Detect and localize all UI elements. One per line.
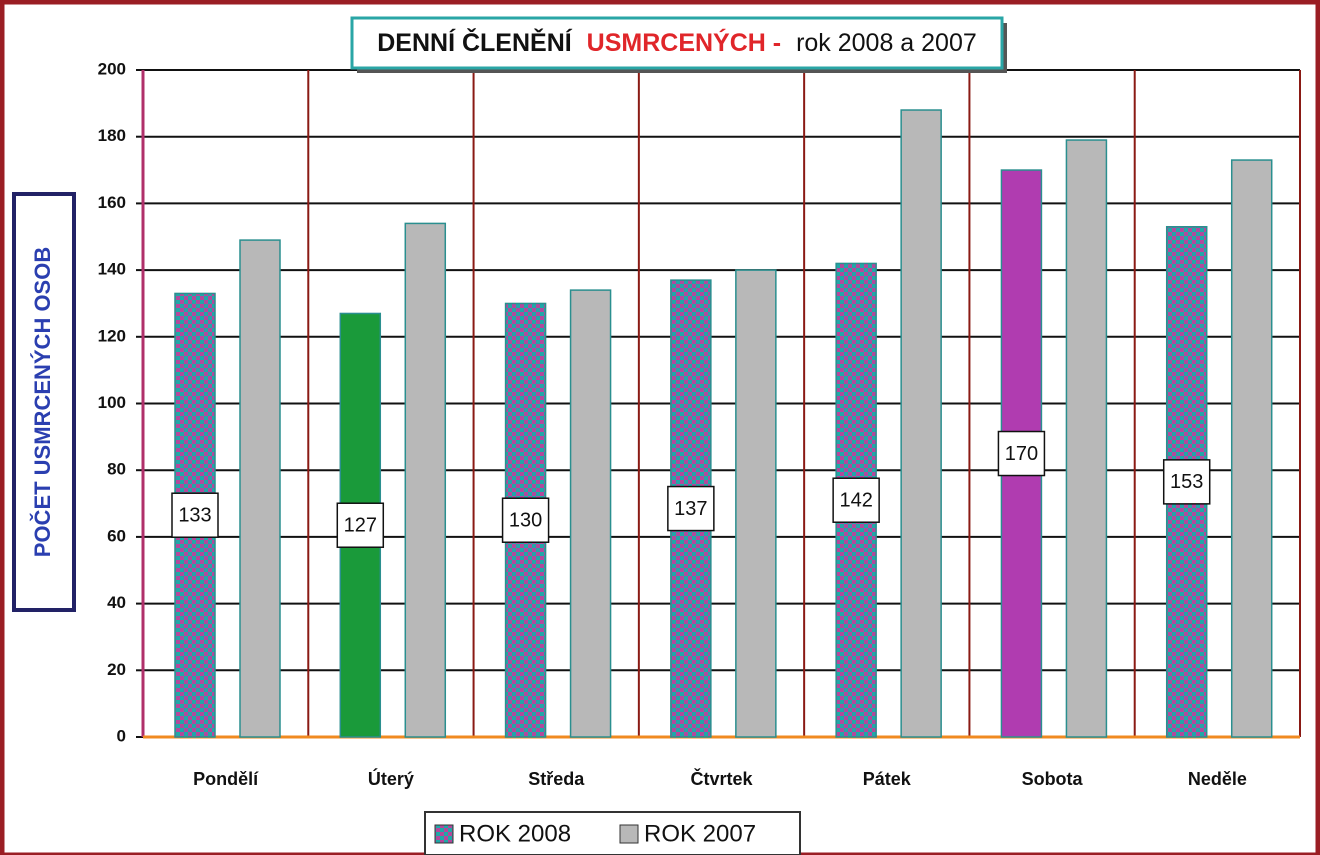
y-tick-label: 20 [107,660,126,679]
x-tick-label: Středa [528,769,585,789]
y-label-box [12,192,76,612]
y-tick-label: 200 [98,59,126,78]
data-label: 170 [1005,443,1038,465]
x-tick-label: Sobota [1022,769,1084,789]
y-tick-label: 40 [107,593,126,612]
data-label: 153 [1170,471,1203,493]
data-label: 137 [674,498,707,520]
x-tick-label: Neděle [1188,769,1247,789]
bar [1065,139,1108,738]
y-tick-label: 80 [107,460,126,479]
bar [900,109,942,738]
bar [569,289,612,738]
legend-label: ROK 2007 [644,820,756,847]
y-tick-label: 100 [98,393,126,412]
data-label-box [832,477,880,523]
x-tick-label: Pátek [863,769,912,789]
data-label: 142 [839,489,872,511]
legend-swatch [619,824,639,844]
x-tick-label: Pondělí [193,769,259,789]
data-label-box [997,430,1046,477]
x-tick-label: Čtvrtek [690,768,753,789]
y-tick-label: 140 [98,260,126,279]
x-tick-label: Úterý [368,768,414,789]
data-label-box [171,492,219,538]
title-box [350,16,1004,70]
legend-swatch [434,824,454,844]
y-tick-label: 0 [117,726,126,745]
y-axis-label: POČET USMRCENÝCH OSOB [30,247,55,557]
y-tick-label: 180 [98,126,126,145]
title-part: USMRCENÝCH - [587,27,781,57]
data-label-box [336,502,385,548]
data-label: 127 [344,515,377,537]
data-label: 133 [178,505,211,527]
bar [239,239,281,738]
legend [424,811,801,855]
y-tick-label: 120 [98,326,126,345]
bar [735,269,777,738]
chart-title: DENNÍ ČLENĚNÍ USMRCENÝCH - rok 2008 a 20… [377,27,977,57]
data-label: 130 [509,510,542,532]
y-tick-label: 60 [107,526,126,545]
data-label-box [501,497,550,543]
bar [1230,159,1273,738]
title-part: DENNÍ ČLENĚNÍ [377,27,573,57]
data-label-box [1162,459,1211,505]
legend-label: ROK 2008 [459,820,571,847]
bar [404,222,447,738]
data-label-box [667,485,715,532]
title-part: rok 2008 a 2007 [796,29,977,57]
y-tick-label: 160 [98,193,126,212]
